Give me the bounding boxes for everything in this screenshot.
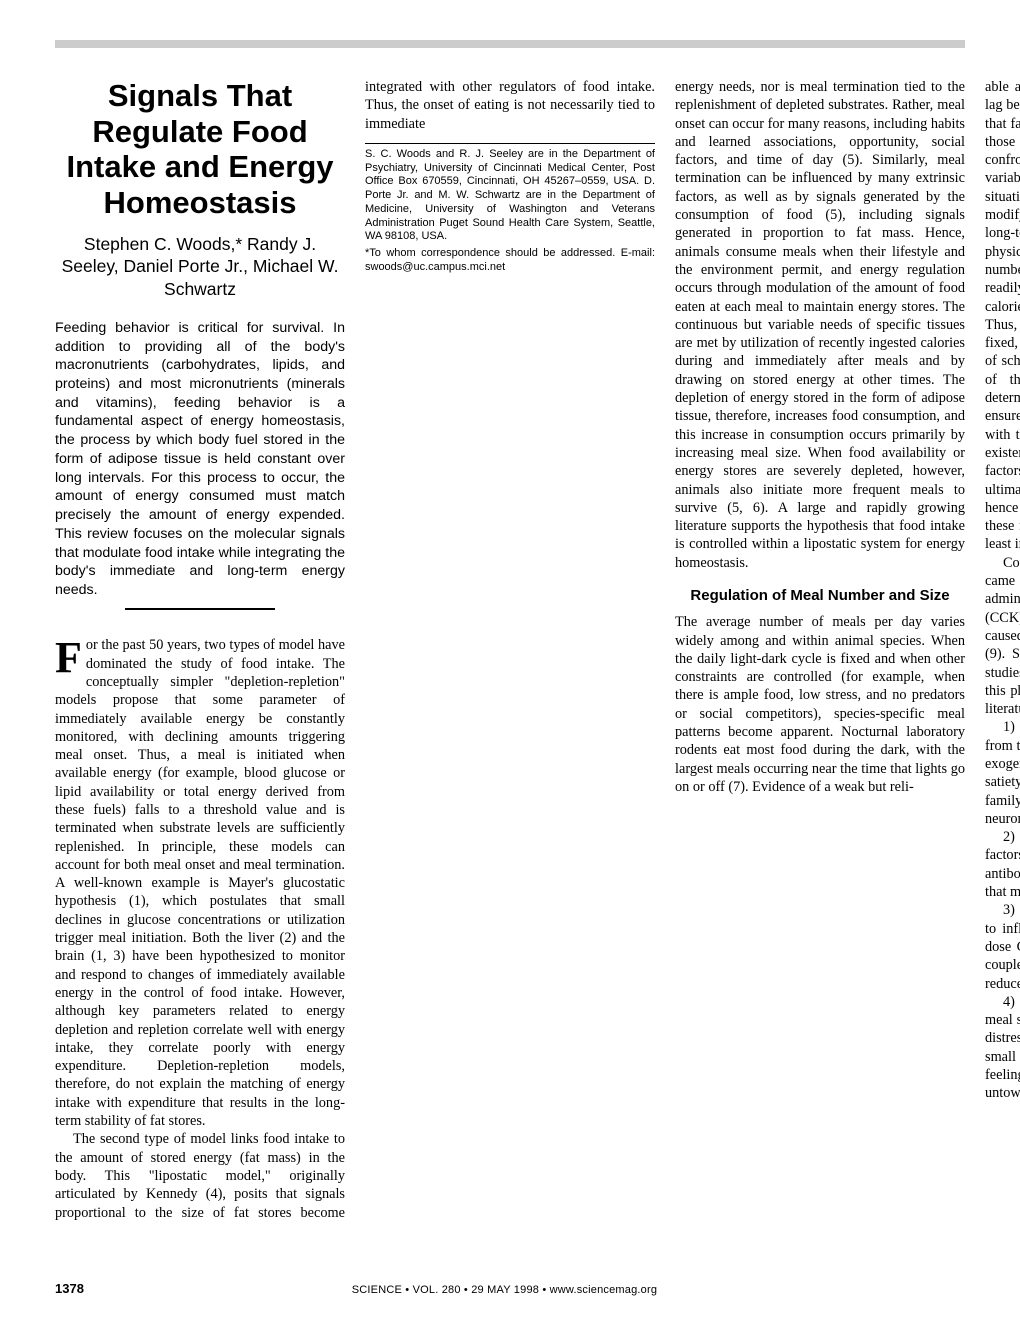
article-title: Signals That Regulate Food Intake and En…	[55, 78, 345, 221]
body-paragraph: For the past 50 years, two types of mode…	[55, 636, 345, 1130]
abstract: Feeding behavior is critical for surviva…	[55, 319, 345, 600]
body-paragraph: 2) Blocking the action of endogenous sat…	[985, 828, 1020, 901]
section-heading: Regulation of Meal Number and Size	[675, 586, 965, 605]
body-text: or the past 50 years, two types of model…	[55, 637, 345, 1129]
dropcap: F	[55, 636, 86, 676]
body-paragraph: 3) Satiety peptides combine with other s…	[985, 901, 1020, 992]
footnote-rule	[365, 143, 655, 144]
body-paragraph: Compelling evidence that satiety factors…	[985, 554, 1020, 719]
author-line: Stephen C. Woods,* Randy J. Seeley, Dani…	[55, 233, 345, 301]
body-paragraph: able association between meal size and t…	[985, 78, 1020, 554]
body-paragraph: The average number of meals per day vari…	[675, 613, 965, 796]
affiliation-footnote: S. C. Woods and R. J. Seeley are in the …	[365, 148, 655, 244]
journal-footer: SCIENCE • VOL. 280 • 29 MAY 1998 • www.s…	[352, 1284, 657, 1296]
abstract-rule	[125, 608, 275, 611]
correspondence-footnote: *To whom correspondence should be addres…	[365, 247, 655, 275]
top-bar	[55, 40, 965, 48]
body-paragraph: energy needs, nor is meal termination ti…	[675, 78, 965, 572]
page-footer: 1378 SCIENCE • VOL. 280 • 29 MAY 1998 • …	[55, 1281, 965, 1296]
header-block: Signals That Regulate Food Intake and En…	[55, 78, 345, 610]
page-number: 1378	[55, 1281, 84, 1296]
body-paragraph: 1) CCK is but one of several peptides se…	[985, 718, 1020, 828]
article-body: Signals That Regulate Food Intake and En…	[55, 78, 965, 1233]
body-paragraph: 4) At doses that elicit modest reduction…	[985, 993, 1020, 1103]
